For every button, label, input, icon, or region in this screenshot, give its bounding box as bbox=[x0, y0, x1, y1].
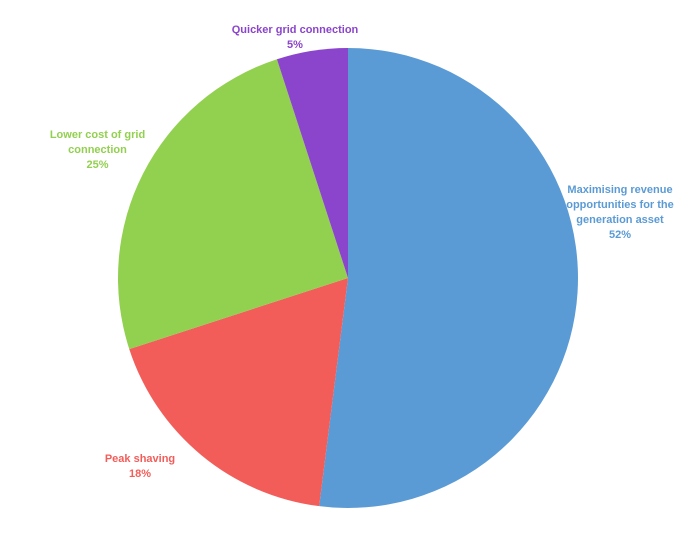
slice-label: Maximising revenue opportunities for the… bbox=[560, 183, 680, 243]
category-label: Quicker grid connection bbox=[231, 24, 359, 36]
value-label: 25% bbox=[86, 159, 109, 171]
value-label: 52% bbox=[608, 229, 632, 241]
slice-label: Lower cost of grid connection 25% bbox=[40, 128, 155, 173]
pie-slice bbox=[117, 59, 348, 350]
category-label: Lower cost of grid connection bbox=[49, 129, 146, 156]
slice-label: Quicker grid connection 5% bbox=[220, 23, 370, 53]
category-label: Maximising revenue opportunities for the… bbox=[566, 184, 674, 226]
category-label: Peak shaving bbox=[104, 453, 176, 465]
pie-slice bbox=[276, 48, 348, 278]
slice-label: Peak shaving 18% bbox=[90, 452, 190, 482]
value-label: 5% bbox=[287, 39, 303, 51]
pie-slice bbox=[129, 278, 348, 507]
pie-slice bbox=[319, 48, 579, 509]
value-label: 18% bbox=[128, 468, 152, 480]
